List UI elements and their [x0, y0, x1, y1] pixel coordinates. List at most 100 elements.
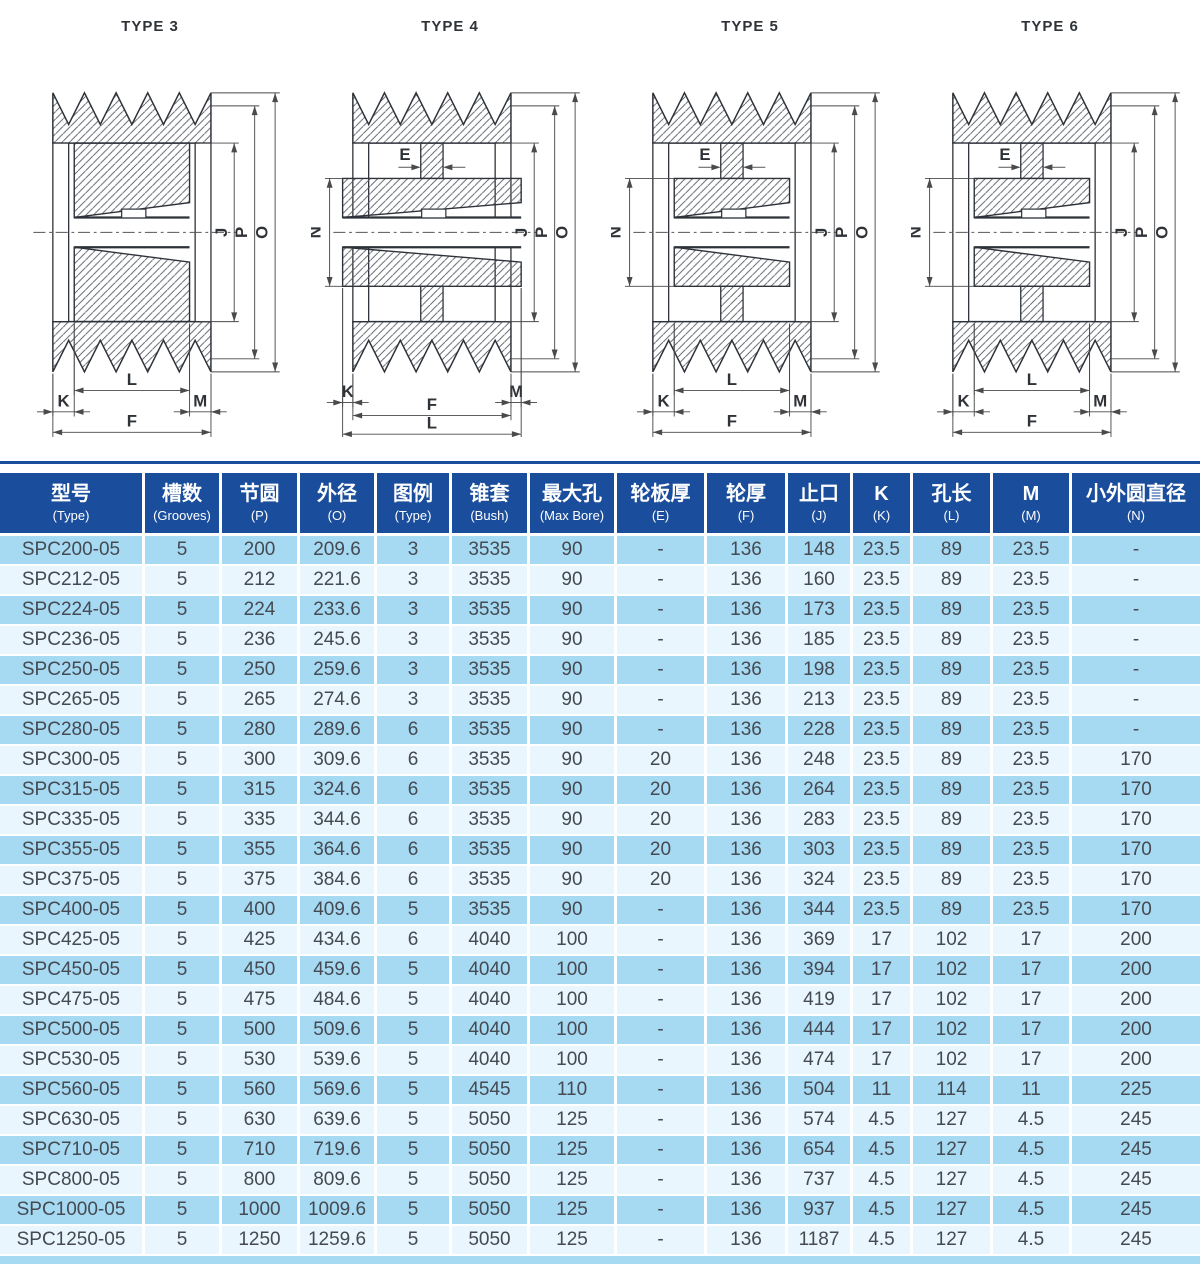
- cell: 102: [913, 926, 993, 956]
- cell: 90: [530, 806, 617, 836]
- cell: 4.5: [993, 1106, 1072, 1136]
- cell: SPC560-05: [0, 1076, 145, 1106]
- cell: 89: [913, 776, 993, 806]
- cell: SPC500-05: [0, 1016, 145, 1046]
- cell: 3535: [452, 836, 530, 866]
- cell: 500: [222, 1016, 300, 1046]
- cell: 136: [707, 1106, 788, 1136]
- cell: 17: [853, 986, 913, 1016]
- cell: 23.5: [853, 716, 913, 746]
- spec-table: 型号 (Type) 槽数 (Grooves) 节圆 (P) 外径 (O) 图例 (Type) 锥套 (…: [0, 473, 1200, 1256]
- cell: SPC335-05: [0, 806, 145, 836]
- table-row: SPC475-05 5 475 484.6 5 4040 100-136 419 17 102 17…: [0, 986, 1200, 1016]
- table-row: SPC250-05 5 250 259.6 3 3535 90-136 198 23.5 89 23…: [0, 656, 1200, 686]
- cell: 6: [377, 716, 452, 746]
- cell: 3535: [452, 776, 530, 806]
- table-row: SPC450-05 5 450 459.6 5 4040 100-136 394 17 102 17…: [0, 956, 1200, 986]
- cell: 245: [1072, 1196, 1200, 1226]
- cell: 280: [222, 716, 300, 746]
- cell: 6: [377, 836, 452, 866]
- table-row: SPC236-05 5 236 245.6 3 3535 90-136 185 23.5 89 23…: [0, 626, 1200, 656]
- cell: 364.6: [300, 836, 377, 866]
- cell: 5: [145, 806, 222, 836]
- cell: 20: [617, 836, 707, 866]
- cell: 170: [1072, 806, 1200, 836]
- column-header-en: (F): [737, 508, 755, 523]
- cell: 375: [222, 866, 300, 896]
- column-header-zh: 小外圆直径: [1086, 483, 1186, 505]
- cell: 136: [707, 716, 788, 746]
- cell: 5: [145, 1076, 222, 1106]
- cell: 200: [222, 536, 300, 566]
- cell: 136: [707, 626, 788, 656]
- cell: 102: [913, 1046, 993, 1076]
- cell: 1000: [222, 1196, 300, 1226]
- column-header: 槽数 (Grooves): [145, 473, 222, 536]
- cell: 5: [145, 1136, 222, 1166]
- table-row: SPC560-05 5 560 569.6 5 4545 110-136 504 11 114 11…: [0, 1076, 1200, 1106]
- cell: SPC530-05: [0, 1046, 145, 1076]
- cell: 136: [707, 1166, 788, 1196]
- column-header-en: (Bush): [470, 508, 509, 523]
- cell: 369: [788, 926, 853, 956]
- cell: 5: [145, 1106, 222, 1136]
- svg-text:M: M: [509, 382, 523, 401]
- cell: 125: [530, 1136, 617, 1166]
- cell: 5: [377, 1136, 452, 1166]
- cell: SPC400-05: [0, 896, 145, 926]
- table-row: SPC800-05 5 800 809.6 5 5050 125-136 737 4.5 127 4…: [0, 1166, 1200, 1196]
- cell: -: [617, 1106, 707, 1136]
- cell: 425: [222, 926, 300, 956]
- cell: -: [617, 596, 707, 626]
- cell: 236: [222, 626, 300, 656]
- cell: -: [617, 626, 707, 656]
- cell: 5: [377, 986, 452, 1016]
- cell: 20: [617, 746, 707, 776]
- cell: 324.6: [300, 776, 377, 806]
- cell: 5: [145, 896, 222, 926]
- svg-text:L: L: [426, 414, 436, 433]
- diagram-title: TYPE 4: [421, 18, 479, 35]
- column-header: K (K): [853, 473, 913, 536]
- cell: 17: [853, 926, 913, 956]
- cell: 170: [1072, 866, 1200, 896]
- cell: 100: [530, 986, 617, 1016]
- cell: 3535: [452, 656, 530, 686]
- svg-text:J: J: [211, 228, 230, 237]
- cell: 274.6: [300, 686, 377, 716]
- cell: 4040: [452, 926, 530, 956]
- cell: 23.5: [993, 866, 1072, 896]
- cell: 23.5: [993, 626, 1072, 656]
- cell: -: [617, 1046, 707, 1076]
- svg-text:P: P: [832, 227, 851, 238]
- svg-text:O: O: [852, 226, 871, 239]
- column-header: 止口 (J): [788, 473, 853, 536]
- cell: 5: [145, 1016, 222, 1046]
- cell: SPC236-05: [0, 626, 145, 656]
- cell: 5: [377, 1106, 452, 1136]
- svg-text:O: O: [552, 226, 571, 239]
- cell: 17: [993, 1046, 1072, 1076]
- cell: 5: [145, 716, 222, 746]
- cell: SPC300-05: [0, 746, 145, 776]
- cell: 11: [853, 1076, 913, 1106]
- column-header-zh: 槽数: [162, 483, 202, 505]
- cell: 89: [913, 536, 993, 566]
- table-row: SPC710-05 5 710 719.6 5 5050 125-136 654 4.5 127 4…: [0, 1136, 1200, 1166]
- cell: 23.5: [993, 686, 1072, 716]
- cell: 100: [530, 1046, 617, 1076]
- table-row: SPC280-05 5 280 289.6 6 3535 90-136 228 23.5 89 23…: [0, 716, 1200, 746]
- cell: 5: [145, 836, 222, 866]
- cell: 245: [1072, 1136, 1200, 1166]
- cell: SPC1000-05: [0, 1196, 145, 1226]
- cell: 4.5: [993, 1196, 1072, 1226]
- cell: 20: [617, 806, 707, 836]
- cell: 5: [377, 1046, 452, 1076]
- cell: 6: [377, 746, 452, 776]
- cell: 90: [530, 566, 617, 596]
- cell: 384.6: [300, 866, 377, 896]
- cell: 89: [913, 626, 993, 656]
- cell: 17: [853, 1046, 913, 1076]
- cell: 90: [530, 866, 617, 896]
- column-header-en: (P): [250, 508, 269, 523]
